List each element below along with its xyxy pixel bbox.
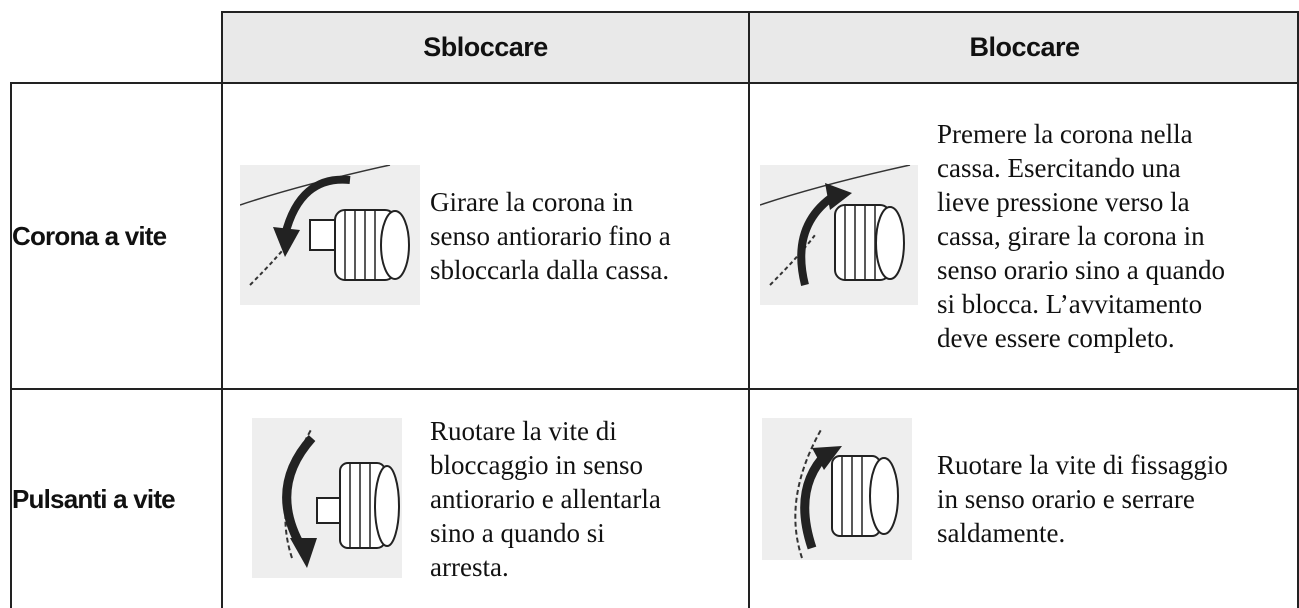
- border: [221, 11, 1299, 13]
- text-line: Girare la corona in: [430, 187, 634, 217]
- cell-text: Premere la corona nella cassa. Esercitand…: [937, 84, 1225, 388]
- cell-text: Ruotare la vite di fissaggio in senso ora…: [937, 392, 1228, 606]
- text-line: cassa, girare la corona in: [937, 221, 1205, 251]
- button-illustration: [762, 418, 912, 560]
- text-line: si blocca. L’avvitamento: [937, 289, 1203, 319]
- text-line: in senso orario e serrare: [937, 484, 1195, 514]
- text-line: antiorario e allentarla: [430, 484, 661, 514]
- cell-text: Ruotare la vite di bloccaggio in senso ant…: [430, 392, 661, 606]
- border: [10, 82, 1299, 84]
- text-line: senso orario sino a quando: [937, 255, 1225, 285]
- text-line: lieve pressione verso la: [937, 187, 1190, 217]
- text-line: bloccaggio in senso: [430, 450, 643, 480]
- border: [221, 11, 223, 608]
- cell-text: Girare la corona in senso antiorario fino…: [430, 84, 671, 388]
- text-line: deve essere completo.: [937, 323, 1175, 353]
- text-line: Ruotare la vite di fissaggio: [937, 450, 1228, 480]
- crown-illustration: [240, 165, 420, 305]
- border: [748, 11, 750, 608]
- text-line: senso antiorario fino a: [430, 221, 671, 251]
- border: [10, 388, 1299, 390]
- row-label: Pulsanti a vite: [12, 483, 176, 514]
- text-line: Ruotare la vite di: [430, 416, 617, 446]
- row-label: Corona a vite: [12, 220, 167, 251]
- header-cell: Bloccare: [750, 12, 1299, 82]
- text-line: Premere la corona nella: [937, 119, 1193, 149]
- text-line: saldamente.: [937, 518, 1066, 548]
- crown-illustration: [760, 165, 918, 305]
- border: [1297, 11, 1299, 608]
- text-line: arresta.: [430, 552, 509, 582]
- text-line: sino a quando si: [430, 518, 605, 548]
- border: [10, 82, 12, 608]
- button-illustration: [252, 418, 402, 578]
- text-line: cassa. Esercitando una: [937, 153, 1181, 183]
- header-cell: Sbloccare: [223, 12, 748, 82]
- text-line: sbloccarla dalla cassa.: [430, 255, 670, 285]
